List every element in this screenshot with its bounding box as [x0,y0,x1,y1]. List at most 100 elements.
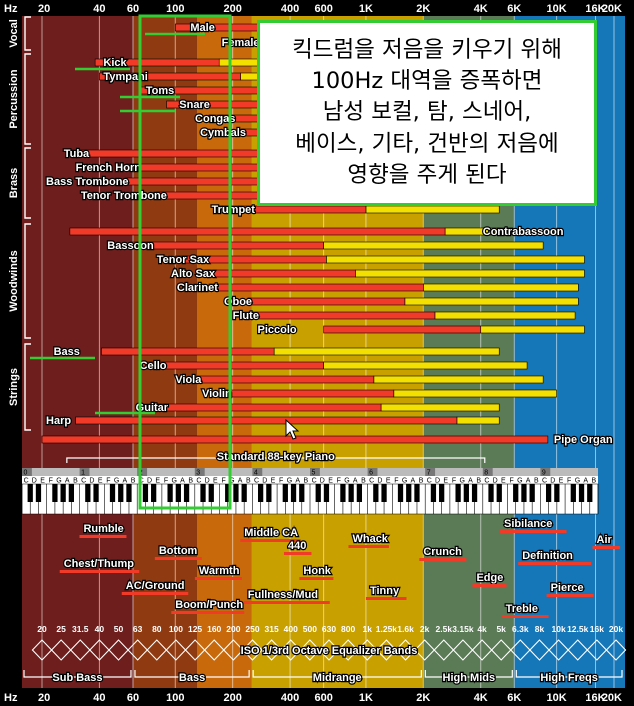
descriptor-sibilance: Sibilance [500,517,567,533]
descriptor-honk: Honk [299,564,334,580]
descriptor-bar [240,539,301,542]
note-letter: G [172,478,177,485]
note-letter: C [196,478,201,485]
instrument-label: Violin [202,388,232,400]
highlight-box [138,14,232,510]
note-letter: D [147,478,152,485]
instrument-flute: Flute [231,309,576,323]
octave-number: 6 [369,470,373,477]
black-key [488,484,494,502]
instrument-bassoon: Bassoon [106,239,544,253]
descriptor-bar [500,530,567,533]
harmonic-bar [456,416,500,425]
eq-band-label: 1k [363,624,373,634]
descriptor-bar [419,558,467,561]
fundamental-bar [247,297,406,306]
note-letter: E [443,478,448,485]
black-key [373,484,379,502]
descriptor-label: Boom/Punch [175,599,243,611]
octave-number: 8 [484,470,488,477]
eq-band: 20k [605,624,627,661]
black-key [587,484,593,502]
note-letter: A [123,478,128,485]
descriptor-chest-thump: Chest/Thump [59,557,140,573]
category-brass: Brass [8,147,31,219]
fundamental-bar [216,205,367,214]
harmonic-bar [380,403,500,412]
descriptor-label: 440 [288,540,306,552]
range-labels: Sub Bass Bass Midrange High Mids High Freqs [23,670,623,685]
note-letter: C [369,478,374,485]
descriptor-bar [59,570,140,573]
descriptor-bar [79,535,127,538]
range-high-mids: High Mids [424,670,513,685]
octave-marker [137,468,148,476]
harmonic-bar [480,325,585,334]
tick-label-4K: 4K [474,3,488,15]
category-percussion: Percussion [8,53,31,145]
note-letter: D [550,478,555,485]
tick-label-2K: 2K [416,692,430,704]
note-letter: B [246,478,251,485]
tick-label-6K: 6K [507,692,521,704]
note-letter: A [526,478,531,485]
note-letter: G [575,478,580,485]
fundamental-bar [75,149,277,158]
octave-number: 9 [542,470,546,477]
range-label: High Freqs [540,672,597,684]
black-key [118,484,124,502]
note-letter: G [229,478,234,485]
range-label: High Mids [443,672,496,684]
black-key [455,484,461,502]
instrument-label: Cymbals [200,127,246,139]
note-letter: E [271,478,276,485]
piano-label-group: Standard 88-key Piano [66,450,486,464]
note-letter: D [32,478,37,485]
eq-bands: 20 25 31.5 40 50 63 80 100 125 160 200 250 315 400 500… [31,624,627,661]
instrument-label: Bassoon [107,240,154,252]
eq-band-label: 1.25k [376,624,398,634]
black-key [93,484,99,502]
eq-band-label: 125 [188,624,202,634]
instrument-violin: Violin [201,387,557,401]
fundamental-bar [75,416,458,425]
descriptor-label: Air [597,534,613,546]
eq-band-label: 50 [114,624,124,634]
black-key [241,484,247,502]
harmonic-bar [323,241,544,250]
note-letter: F [221,478,225,485]
range-bracket [23,670,132,678]
note-letter: F [394,478,398,485]
tick-label-1K: 1K [359,692,373,704]
note-letter: D [262,478,267,485]
instrument-label: Harp [46,415,71,427]
note-letter: E [559,478,564,485]
octave-number: 5 [312,470,316,477]
black-key [52,484,58,502]
note-letter: D [205,478,210,485]
annotation-box: 킥드럼을 저음을 키우기 위해 100Hz 대역을 증폭하면 남성 보컬, 탐,… [257,20,597,206]
instrument-label: Male [190,22,214,34]
black-key [126,484,132,502]
note-letter: E [501,478,506,485]
descriptor-tinny: Tinny [365,584,407,600]
eq-band-label: 630 [322,624,336,634]
eq-band-label: 500 [303,624,317,634]
fundamental-bar [174,255,327,264]
descriptor-bar [154,557,202,560]
note-letter: C [542,478,547,485]
highlight-overlay [30,14,232,510]
note-letter: B [534,478,539,485]
black-key [35,484,42,502]
note-letter: F [509,478,513,485]
black-key [545,484,552,502]
descriptor-label: Rumble [83,523,123,535]
note-letter: E [98,478,103,485]
fundamental-bar [196,269,356,278]
note-letter: C [81,478,86,485]
note-letter: C [427,478,432,485]
note-letter: B [304,478,309,485]
eq-band-label: 6.3k [512,624,529,634]
harmonic-bar [326,255,585,264]
